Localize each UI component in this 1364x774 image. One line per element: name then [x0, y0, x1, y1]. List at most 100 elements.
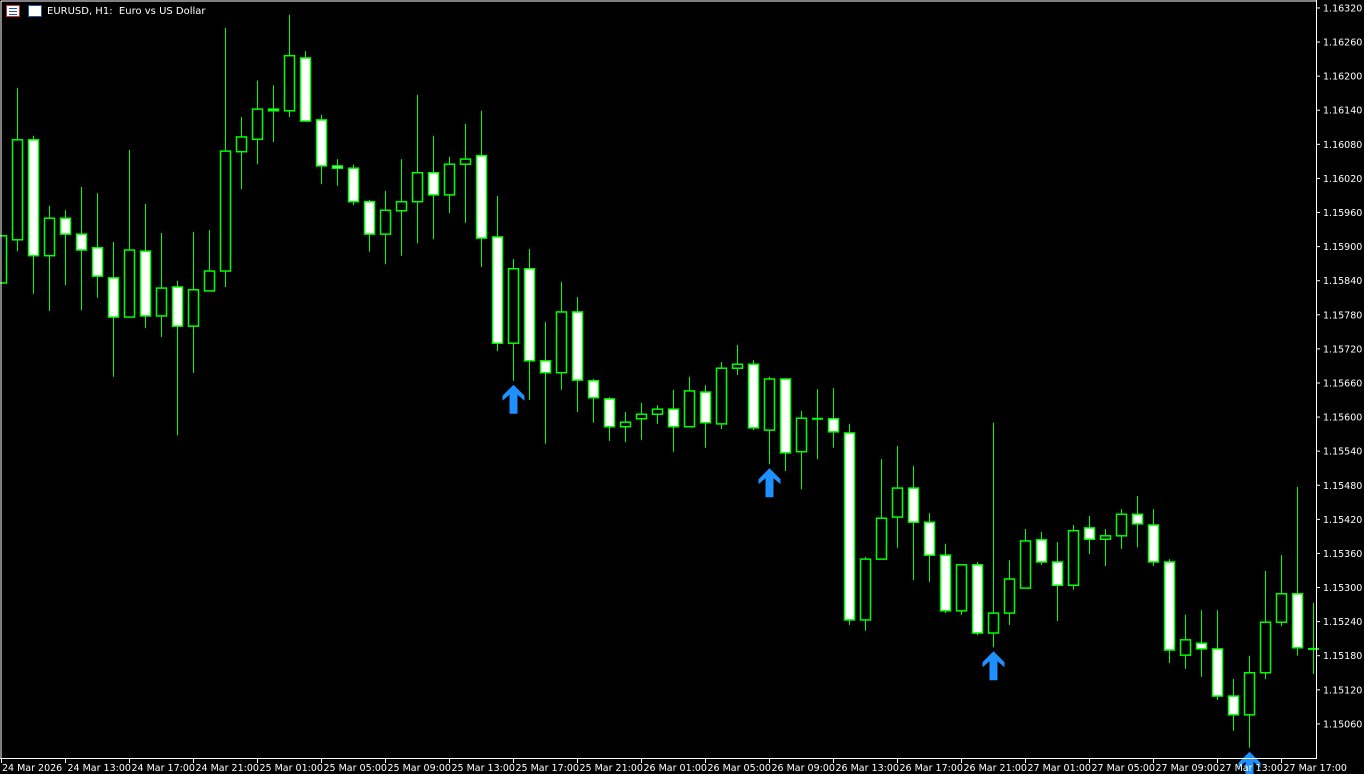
candle-39: [619, 411, 632, 443]
candle-body: [331, 165, 344, 169]
candle-body: [491, 236, 504, 344]
candle-body: [107, 277, 120, 318]
candle-65: [1035, 531, 1048, 565]
buy-arrow-icon: [758, 468, 781, 498]
candle-body: [523, 268, 536, 362]
candle-body: [923, 521, 936, 556]
candle-28: [443, 156, 456, 214]
candle-body: [171, 286, 184, 327]
candle-body: [155, 287, 168, 317]
candle-54: [859, 556, 872, 631]
candle-body: [651, 408, 664, 415]
candle-37: [587, 379, 600, 423]
candle-body: [667, 408, 680, 428]
candle-body: [747, 363, 760, 429]
candle-24: [379, 190, 392, 265]
candle-23: [363, 200, 376, 252]
candle-body: [827, 418, 840, 433]
candle-body: [59, 217, 72, 235]
candle-body: [587, 379, 600, 399]
price-tick-label: 1.16200: [1323, 72, 1362, 83]
candle-45: [715, 361, 728, 430]
candle-body: [891, 487, 904, 518]
candle-62: [987, 422, 1000, 648]
candle-body: [379, 209, 392, 235]
candle-body: [539, 360, 552, 374]
candle-75: [1195, 610, 1208, 677]
candle-body: [875, 517, 888, 560]
price-tick-label: 1.15600: [1323, 413, 1362, 424]
candle-body: [779, 378, 792, 454]
candle-body: [347, 167, 360, 203]
candle-66: [1051, 542, 1064, 622]
chart-settings-icon[interactable]: [28, 5, 42, 17]
candle-body: [43, 217, 56, 257]
time-tick-label: 26 Mar 01:00: [644, 763, 707, 774]
candle-60: [955, 564, 968, 615]
candle-body: [907, 487, 920, 523]
candles-layer: [0, 14, 1319, 748]
candle-78: [1243, 655, 1256, 748]
candle-body: [459, 158, 472, 165]
price-tick-label: 1.15540: [1323, 447, 1362, 458]
candle-body: [427, 171, 440, 196]
candle-12: [187, 231, 200, 373]
candle-50: [795, 410, 808, 490]
candle-79: [1259, 571, 1272, 680]
candle-body: [1147, 524, 1160, 563]
candle-55: [875, 459, 888, 560]
candle-body: [1275, 593, 1288, 623]
candle-13: [203, 230, 216, 292]
candle-29: [459, 123, 472, 223]
time-tick-label: 25 Mar 01:00: [260, 763, 323, 774]
candle-4: [59, 210, 72, 286]
price-tick-label: 1.16020: [1323, 174, 1362, 185]
candle-body: [859, 558, 872, 621]
candle-22: [347, 164, 360, 206]
candle-26: [411, 94, 424, 244]
chart-title: EURUSD, H1: Euro vs US Dollar: [47, 5, 206, 17]
candle-40: [635, 402, 648, 440]
candle-body: [1035, 539, 1048, 563]
candle-64: [1019, 529, 1032, 589]
candle-body: [763, 378, 776, 431]
candle-27: [427, 135, 440, 240]
chart-header: EURUSD, H1: Euro vs US Dollar: [0, 3, 206, 19]
candle-body: [411, 171, 424, 203]
price-tick-label: 1.16320: [1323, 3, 1362, 14]
time-tick-label: 24 Mar 21:00: [196, 763, 259, 774]
candle-82: [1308, 602, 1319, 674]
candle-61: [971, 561, 984, 636]
time-tick-label: 26 Mar 17:00: [900, 763, 963, 774]
candle-body: [1067, 529, 1080, 587]
price-tick-label: 1.16140: [1323, 106, 1362, 117]
time-tick-label: 27 Mar 01:00: [1028, 763, 1091, 774]
candle-body: [395, 200, 408, 212]
candle-59: [939, 543, 952, 614]
chart-list-icon[interactable]: [6, 5, 20, 17]
candle-49: [779, 378, 792, 472]
candle-74: [1179, 614, 1192, 669]
price-tick-label: 1.15240: [1323, 617, 1362, 628]
candle-body: [1099, 535, 1112, 540]
candle-31: [491, 196, 504, 352]
price-tick-label: 1.15660: [1323, 378, 1362, 389]
time-tick-label: 26 Mar 05:00: [708, 763, 771, 774]
price-tick-label: 1.16260: [1323, 38, 1362, 49]
buy-arrow-icon: [1238, 751, 1261, 774]
time-tick-label: 25 Mar 05:00: [324, 763, 387, 774]
candle-body: [139, 250, 152, 317]
candle-15: [235, 117, 248, 190]
candle-body: [1083, 527, 1096, 540]
candle-body: [987, 612, 1000, 634]
candle-9: [139, 203, 152, 328]
candle-10: [155, 232, 168, 337]
time-tick-label: 26 Mar 13:00: [836, 763, 899, 774]
candle-body: [251, 108, 264, 140]
candle-body: [1051, 561, 1064, 587]
candle-11: [171, 280, 184, 436]
candle-81: [1291, 486, 1304, 656]
candle-body: [235, 136, 248, 153]
candle-body: [939, 554, 952, 612]
